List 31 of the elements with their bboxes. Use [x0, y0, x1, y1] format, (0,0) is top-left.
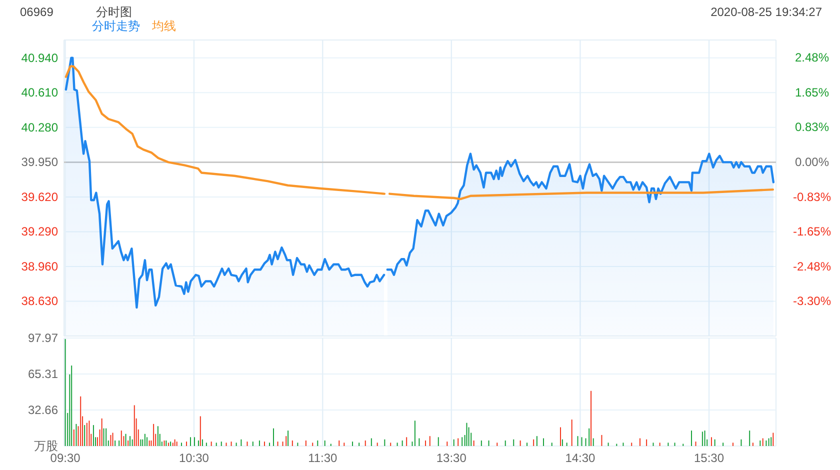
- text: 均线: [151, 19, 176, 33]
- y-tick-label: 39.290: [21, 224, 58, 239]
- y-tick-label: 万股: [34, 439, 58, 453]
- text: 0.83%: [794, 120, 830, 134]
- y-tick-label: 40.610: [21, 86, 58, 100]
- text: 分时走势: [92, 19, 140, 33]
- y-tick-label: 38.960: [21, 259, 58, 274]
- y-tick-label: 65.31: [28, 367, 58, 382]
- y-tick-label: 39.620: [21, 190, 58, 204]
- text: -3.30%: [792, 294, 832, 308]
- x-tick-label: 09:30: [50, 451, 81, 465]
- text: -1.65%: [792, 224, 832, 239]
- text: -2.48%: [792, 260, 832, 274]
- x-tick-label: 13:30: [436, 451, 467, 465]
- x-tick-label: 15:30: [694, 451, 724, 465]
- y-tick-label: 32.66: [28, 402, 58, 417]
- chart-title: 分时图: [96, 5, 132, 19]
- y-tick-label: 40.940: [21, 50, 58, 65]
- text: 2.48%: [794, 50, 830, 65]
- text: 0.00%: [794, 155, 830, 170]
- text: 2020-08-25 19:34:27: [710, 5, 822, 19]
- x-tick-label: 10:30: [178, 451, 210, 465]
- y-tick-label: 40.280: [21, 120, 58, 134]
- x-tick-label: 11:30: [308, 451, 338, 465]
- y-tick-label: 38.630: [21, 294, 58, 308]
- x-tick-label: 14:30: [565, 451, 596, 465]
- text: 1.65%: [794, 86, 830, 100]
- chart-subtitle: 06969: [20, 5, 54, 19]
- y-tick-label: 97.97: [28, 331, 58, 345]
- text: -0.83%: [792, 190, 832, 204]
- y-tick-label: 39.950: [21, 155, 58, 170]
